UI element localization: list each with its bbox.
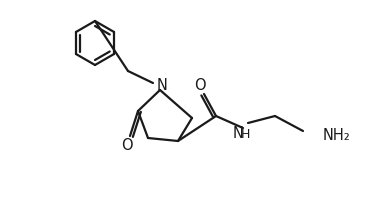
Text: O: O bbox=[121, 137, 133, 152]
Text: NH₂: NH₂ bbox=[323, 128, 351, 143]
Text: H: H bbox=[240, 129, 250, 142]
Text: N: N bbox=[156, 77, 167, 92]
Text: O: O bbox=[194, 77, 206, 92]
Text: N: N bbox=[233, 126, 243, 141]
